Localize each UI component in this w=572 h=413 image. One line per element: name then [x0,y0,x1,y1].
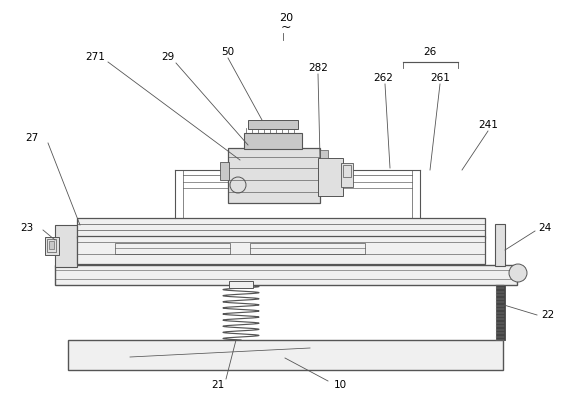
Text: 22: 22 [541,310,555,320]
Text: 10: 10 [333,380,347,390]
Bar [220,162,229,180]
Bar [77,218,485,238]
Text: 262: 262 [373,73,393,83]
Text: 20: 20 [279,13,293,23]
Text: 27: 27 [25,133,39,143]
Bar [45,237,59,255]
Bar [115,243,230,254]
Circle shape [509,264,527,282]
Text: 271: 271 [85,52,105,62]
Text: 24: 24 [538,223,551,233]
Text: 261: 261 [430,73,450,83]
Bar [49,241,54,249]
Text: 29: 29 [161,52,174,62]
Bar [229,281,253,288]
Bar [68,340,503,370]
Text: 241: 241 [478,120,498,130]
Text: ~: ~ [281,21,291,33]
Bar [55,225,77,267]
Bar [248,120,298,129]
Text: 23: 23 [21,223,34,233]
Bar [495,224,505,266]
Bar [55,265,517,285]
Bar [496,285,505,340]
Bar [341,163,353,187]
Text: 26: 26 [423,47,436,57]
Bar [250,243,365,254]
Bar [320,150,328,158]
Bar [228,148,320,203]
Text: 282: 282 [308,63,328,73]
Text: 50: 50 [221,47,235,57]
Bar [77,236,485,264]
Bar [343,165,351,177]
Bar [318,158,343,196]
Bar [47,239,56,252]
Bar [244,133,302,149]
Text: 21: 21 [212,380,225,390]
